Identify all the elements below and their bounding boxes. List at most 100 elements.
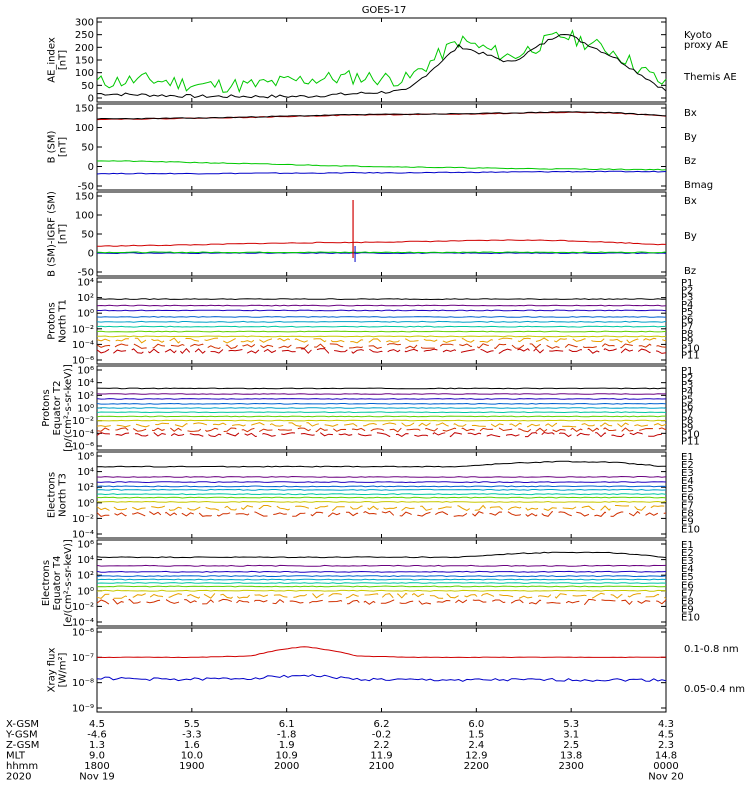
panel-ylabel: [nT] — [58, 224, 69, 244]
legend-item: P9 — [681, 336, 693, 347]
panel-ylabel: Electrons — [47, 472, 58, 518]
y-tick-label: 10⁴ — [77, 278, 94, 289]
series-bz — [96, 111, 667, 121]
y-tick-label: 150 — [75, 192, 94, 203]
orbit-value: 13.8 — [560, 751, 582, 762]
channel-10 — [96, 510, 667, 518]
y-tick-label: 10² — [77, 571, 94, 582]
orbit-row-label: Y-GSM — [5, 730, 38, 741]
orbit-value: 6.1 — [279, 719, 295, 730]
channel-3 — [97, 309, 667, 312]
legend-item: E7 — [681, 588, 694, 599]
y-tick-label: 10⁶ — [77, 540, 94, 551]
y-tick-label: 10⁰ — [77, 309, 94, 320]
chart-title: GOES-17 — [362, 5, 407, 16]
y-tick-label: 50 — [81, 143, 94, 154]
channel-10 — [96, 343, 667, 350]
panel-ylabel: [W/m²] — [58, 652, 69, 687]
legend-item: 0.05-0.4 nm — [684, 684, 745, 695]
legend-item: Bx — [684, 108, 697, 119]
legend-item: P1 — [681, 278, 693, 289]
legend-item: E3 — [681, 468, 694, 479]
series-themis-ae — [96, 33, 667, 99]
panel-ee: Electrons Equator T4 [e/(cm²-s-sr-keV)] 10⁶… — [41, 539, 700, 628]
legend-item: P6 — [681, 314, 693, 325]
legend-item: E4 — [681, 476, 694, 487]
y-tick-label: 10⁻² — [72, 602, 94, 613]
legend-item: Bx — [684, 196, 697, 207]
y-tick-label: 10⁻⁷ — [72, 653, 94, 664]
orbit-row-label: hhmm — [6, 761, 38, 772]
panel-ylabel: Protons — [41, 389, 52, 426]
orbit-value: 1.9 — [279, 740, 295, 751]
orbit-value: 2200 — [464, 761, 489, 772]
orbit-row-label: X-GSM — [6, 719, 39, 730]
channel-7 — [96, 330, 667, 333]
y-tick-label: 10⁻² — [72, 514, 94, 525]
panel-frame — [96, 17, 667, 103]
channel-6 — [96, 582, 667, 584]
channel-2 — [96, 564, 667, 567]
orbit-value: 2.4 — [468, 740, 484, 751]
legend-item: P3 — [681, 293, 693, 304]
orbit-value: 0000 — [653, 761, 678, 772]
legend-item: E5 — [681, 484, 694, 495]
legend-item: P9 — [681, 423, 693, 434]
panel-ylabel: [e/(cm²-s-sr-keV)] — [63, 539, 74, 627]
orbit-value: Nov 19 — [79, 772, 114, 783]
channel-5 — [96, 488, 667, 491]
legend-item: E10 — [681, 613, 700, 624]
orbit-value: 3.1 — [563, 730, 579, 741]
legend-item: P7 — [681, 322, 693, 333]
orbit-value: 2300 — [558, 761, 583, 772]
channel-4 — [96, 575, 667, 578]
orbit-value: 1900 — [179, 761, 204, 772]
legend-item: P8 — [681, 329, 693, 340]
panel-ylabel: Equator T4 — [52, 556, 63, 611]
legend-item: P4 — [681, 387, 693, 398]
y-tick-label: 50 — [81, 230, 94, 241]
channel-2 — [96, 475, 667, 478]
legend-item: 0.1-0.8 nm — [684, 644, 739, 655]
orbit-row-label: MLT — [6, 751, 26, 762]
y-tick-label: 10⁻² — [72, 324, 94, 335]
channel-9 — [96, 592, 667, 600]
y-tick-label: -50 — [78, 182, 94, 193]
panel-ylabel: Protons — [47, 302, 58, 339]
orbit-value: 4.5 — [89, 719, 105, 730]
legend-item: E6 — [681, 580, 694, 591]
legend-item: By — [684, 132, 697, 143]
legend-item: proxy AE — [684, 40, 728, 51]
series-bmag — [96, 111, 667, 120]
orbit-value: 6.2 — [374, 719, 390, 730]
legend-item: P1 — [681, 366, 693, 377]
y-tick-label: 10⁰ — [77, 586, 94, 597]
channel-4 — [96, 315, 667, 318]
orbit-value: 2.3 — [658, 740, 674, 751]
y-tick-label: 10² — [77, 293, 94, 304]
channel-9 — [96, 422, 667, 428]
y-tick-label: 100 — [75, 123, 94, 134]
y-tick-label: 0 — [88, 249, 94, 260]
y-tick-label: 100 — [75, 68, 94, 79]
orbit-value: 2100 — [369, 761, 394, 772]
y-tick-label: 150 — [75, 104, 94, 115]
y-tick-label: 10⁻⁸ — [72, 678, 94, 689]
legend-item: P5 — [681, 307, 693, 318]
y-tick-label: 300 — [75, 18, 94, 29]
channel-5 — [96, 320, 667, 323]
y-tick-label: 10² — [77, 483, 94, 494]
legend-item: E4 — [681, 564, 694, 575]
orbit-value: -4.6 — [87, 730, 107, 741]
channel-9 — [96, 337, 667, 344]
channel-7 — [96, 585, 667, 588]
panel-ylabel: B (SM)-IGRF (SM) — [47, 191, 58, 277]
orbit-value: -1.8 — [277, 730, 297, 741]
channel-8 — [97, 589, 667, 592]
legend-item: E7 — [681, 500, 694, 511]
legend-item: P4 — [681, 300, 693, 311]
channel-5 — [96, 578, 667, 581]
channel-11 — [96, 431, 667, 438]
